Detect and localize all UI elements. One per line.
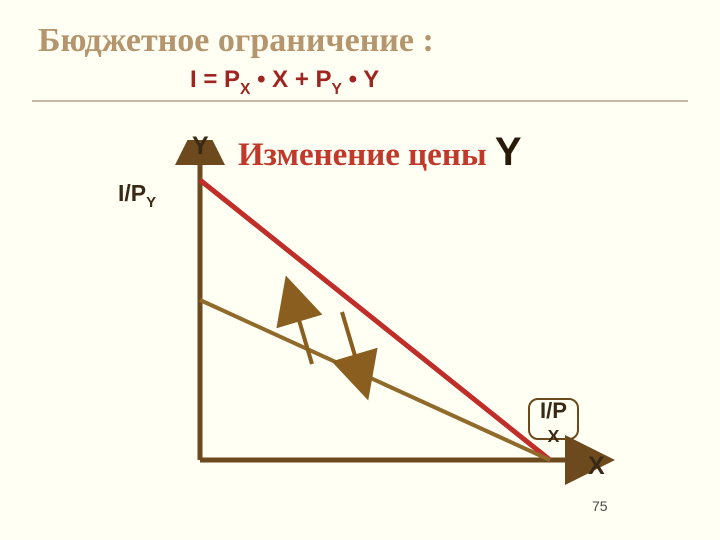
slide-title: Бюджетное ограничение : bbox=[38, 22, 434, 60]
i-over-px-label: I/PX bbox=[528, 398, 579, 440]
arrow-up bbox=[296, 310, 312, 364]
y-axis-label: Y bbox=[192, 132, 209, 161]
budget-line-brown bbox=[200, 300, 550, 460]
page-number: 75 bbox=[592, 498, 608, 514]
budget-chart bbox=[120, 140, 620, 500]
i-over-py-label: I/PY bbox=[118, 180, 156, 211]
eq-prefix: I = P bbox=[190, 66, 240, 93]
ipx-prefix: I/P bbox=[540, 398, 567, 423]
divider bbox=[32, 100, 688, 102]
eq-sub-y: Y bbox=[332, 81, 342, 98]
ipy-prefix: I/P bbox=[118, 180, 146, 206]
chart-svg bbox=[120, 140, 620, 500]
eq-mid: • X + P bbox=[250, 66, 331, 93]
ipx-sub: X bbox=[548, 426, 560, 446]
eq-suffix: • Y bbox=[342, 66, 379, 93]
x-axis-label: X bbox=[588, 452, 605, 481]
eq-sub-x: X bbox=[240, 81, 250, 98]
slide: Бюджетное ограничение : I = PX • X + PY … bbox=[0, 0, 720, 540]
budget-line-red bbox=[200, 180, 550, 460]
ipy-sub: Y bbox=[146, 194, 156, 211]
budget-equation: I = PX • X + PY • Y bbox=[190, 66, 379, 98]
arrow-down bbox=[342, 312, 358, 366]
